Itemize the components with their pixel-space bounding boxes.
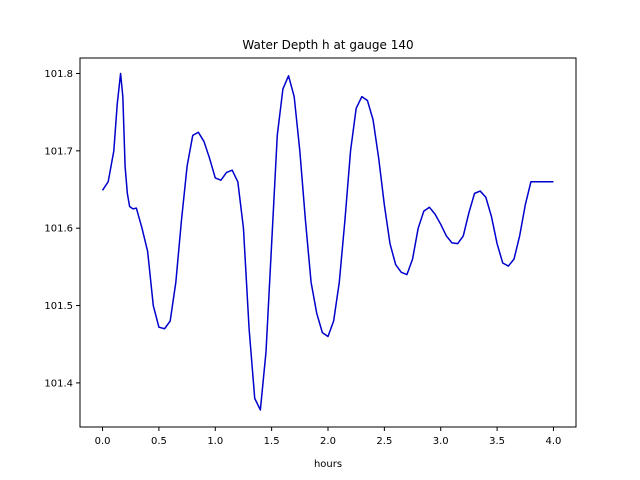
x-tick-label: 3.0 — [433, 436, 449, 447]
plot-area — [80, 58, 576, 427]
x-axis-label: hours — [314, 459, 342, 470]
data-series-line-group — [101, 72, 554, 411]
y-tick-label: 101.4 — [44, 378, 73, 389]
x-tick-label: 1.5 — [264, 436, 280, 447]
x-tick-label: 1.0 — [207, 436, 223, 447]
y-axis-ticks: 101.4 101.5 101.6 101.7 101.8 — [44, 69, 80, 389]
chart-title: Water Depth h at gauge 140 — [242, 38, 413, 52]
x-tick-label: 0.0 — [95, 436, 111, 447]
y-tick-label: 101.7 — [44, 146, 73, 157]
y-tick-label: 101.8 — [44, 69, 73, 80]
y-tick-label: 101.6 — [44, 224, 73, 235]
x-tick-label: 0.5 — [151, 436, 167, 447]
x-tick-label: 4.0 — [546, 436, 562, 447]
series-line-0 — [101, 72, 554, 411]
x-tick-label: 3.5 — [489, 436, 505, 447]
x-axis-ticks: 0.0 0.5 1.0 1.5 2.0 2.5 3.0 3.5 4.0 — [95, 427, 562, 447]
x-tick-label: 2.5 — [376, 436, 392, 447]
x-tick-label: 2.0 — [320, 436, 336, 447]
y-tick-label: 101.5 — [44, 301, 73, 312]
